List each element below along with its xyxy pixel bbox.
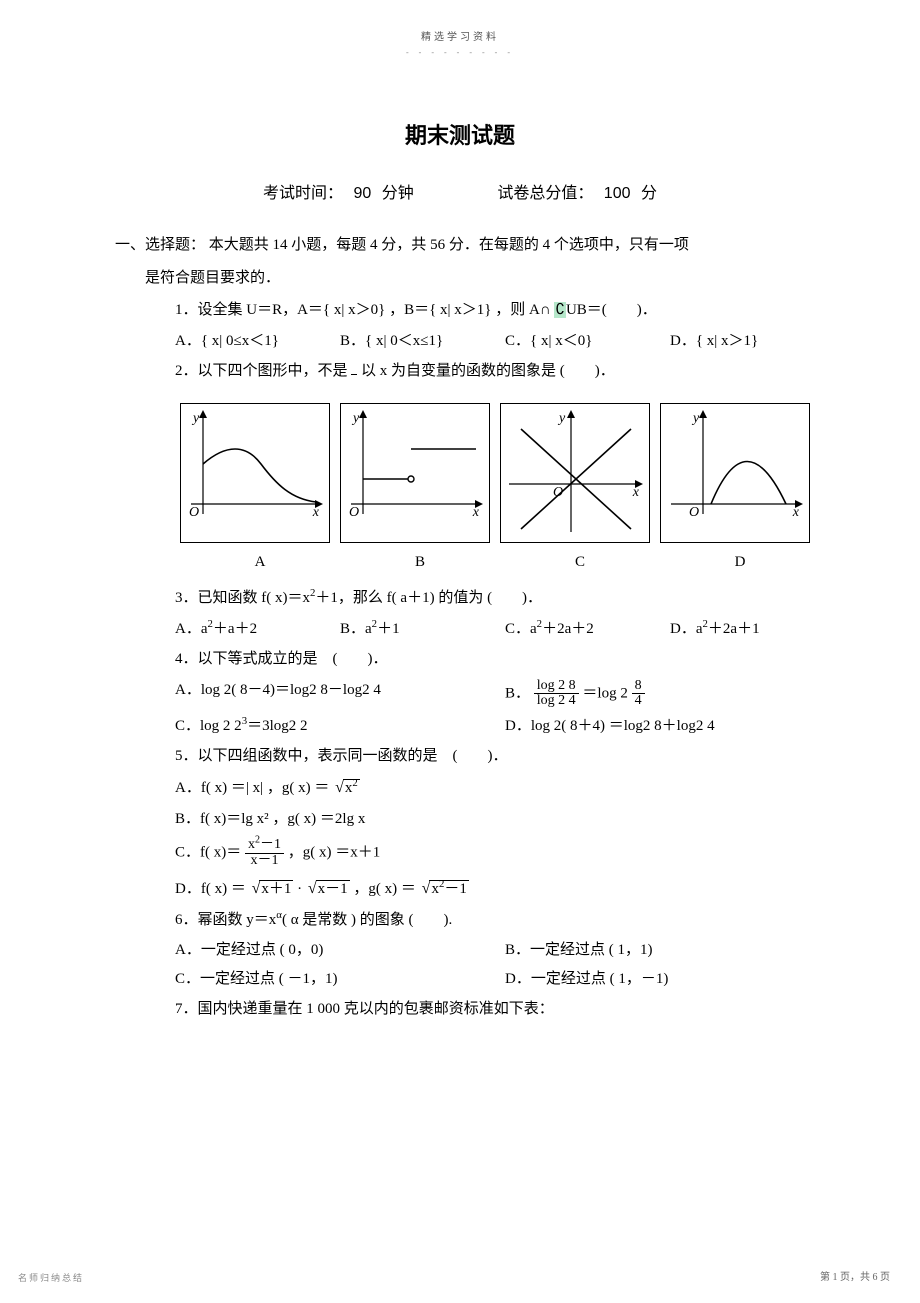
q1-option-a: A．{ x| 0≤x＜1} bbox=[175, 330, 340, 353]
q1-option-c: C．{ x| x＜0} bbox=[505, 330, 670, 353]
label-d: D bbox=[660, 551, 820, 574]
time-label: 考试时间： bbox=[263, 185, 343, 202]
q6-options-2: C．一定经过点 ( －1，1) D．一定经过点 ( 1，－1) bbox=[175, 968, 835, 991]
q2-labels: A B C D bbox=[180, 551, 835, 574]
section-label: 一、选择题： bbox=[115, 237, 205, 253]
q1-options: A．{ x| 0≤x＜1} B．{ x| 0＜x≤1} C．{ x| x＜0} … bbox=[175, 330, 835, 353]
graph-d-svg bbox=[661, 404, 809, 542]
q3-option-d: D．a2＋2a＋1 bbox=[670, 618, 835, 641]
q4-option-b: B． log 2 8log 2 4 ＝log 2 84 bbox=[505, 679, 835, 709]
top-label: 精选学习资料 bbox=[85, 30, 835, 45]
total-value: 100 分 bbox=[604, 185, 657, 202]
q6-options-1: A．一定经过点 ( 0，0) B．一定经过点 ( 1，1) bbox=[175, 939, 835, 962]
question-6: 6．幂函数 y＝xα( α 是常数 ) 的图象 ( ). bbox=[175, 909, 835, 932]
q2-graphs: y O x y O x bbox=[180, 403, 835, 543]
q5-option-d: D．f( x) ＝ √x＋1 · √x－1 ，g( x) ＝ √x2－1 bbox=[175, 877, 835, 901]
question-2: 2．以下四个图形中，不是 以 x 为自变量的函数的图象是 ( )． bbox=[175, 360, 835, 383]
q6-option-c: C．一定经过点 ( －1，1) bbox=[175, 968, 505, 991]
q3-options: A．a2＋a＋2 B．a2＋1 C．a2＋2a＋2 D．a2＋2a＋1 bbox=[175, 618, 835, 641]
q5-option-b: B．f( x)＝lg x² ，g( x) ＝2lg x bbox=[175, 808, 835, 831]
complement-symbol: ∁ bbox=[554, 302, 566, 318]
question-5: 5．以下四组函数中，表示同一函数的是 ( )． bbox=[175, 745, 835, 768]
graph-b: y O x bbox=[340, 403, 490, 543]
label-c: C bbox=[500, 551, 660, 574]
top-dots: - - - - - - - - - bbox=[85, 47, 835, 59]
question-3: 3．已知函数 f( x)＝x2＋1，那么 f( a＋1) 的值为 ( )． bbox=[175, 587, 835, 610]
q6-option-b: B．一定经过点 ( 1，1) bbox=[505, 939, 835, 962]
q4-option-a: A．log 2( 8－4)＝log2 8－log2 4 bbox=[175, 679, 505, 709]
question-4: 4．以下等式成立的是 ( )． bbox=[175, 648, 835, 671]
question-1: 1．设全集 U＝R，A＝{ x| x＞0} ，B＝{ x| x＞1} ，则 A∩… bbox=[175, 299, 835, 322]
q5-option-a: A．f( x) ＝| x| ，g( x) ＝ √x2 bbox=[175, 776, 835, 800]
footer-left: 名师归纳总结 bbox=[18, 1272, 84, 1286]
page-title: 期末测试题 bbox=[85, 119, 835, 152]
q4-option-c: C．log 2 23＝3log2 2 bbox=[175, 715, 505, 738]
graph-c-svg bbox=[501, 404, 649, 542]
q6-option-d: D．一定经过点 ( 1，－1) bbox=[505, 968, 835, 991]
label-a: A bbox=[180, 551, 340, 574]
total-label: 试卷总分值： bbox=[497, 185, 593, 202]
graph-a-svg bbox=[181, 404, 329, 542]
q4-option-d: D．log 2( 8＋4) ＝log2 8＋log2 4 bbox=[505, 715, 835, 738]
q5-option-c: C．f( x)＝ x2－1x－1 ，g( x) ＝x＋1 bbox=[175, 838, 835, 868]
q1-option-d: D．{ x| x＞1} bbox=[670, 330, 835, 353]
q1-option-b: B．{ x| 0＜x≤1} bbox=[340, 330, 505, 353]
q3-option-c: C．a2＋2a＋2 bbox=[505, 618, 670, 641]
q4-options-2: C．log 2 23＝3log2 2 D．log 2( 8＋4) ＝log2 8… bbox=[175, 715, 835, 738]
time-value: 90 分钟 bbox=[354, 185, 414, 202]
exam-info: 考试时间： 90 分钟 试卷总分值： 100 分 bbox=[85, 182, 835, 206]
section-instructions: 一、选择题： 本大题共 14 小题，每题 4 分，共 56 分．在每题的 4 个… bbox=[85, 234, 835, 257]
q3-option-a: A．a2＋a＋2 bbox=[175, 618, 340, 641]
graph-d: y O x bbox=[660, 403, 810, 543]
section-instructions-2: 是符合题目要求的． bbox=[145, 267, 835, 290]
q4-options-1: A．log 2( 8－4)＝log2 8－log2 4 B． log 2 8lo… bbox=[175, 679, 835, 709]
q3-option-b: B．a2＋1 bbox=[340, 618, 505, 641]
graph-b-svg bbox=[341, 404, 489, 542]
graph-a: y O x bbox=[180, 403, 330, 543]
question-7: 7．国内快递重量在 1 000 克以内的包裹邮资标准如下表： bbox=[175, 998, 835, 1021]
label-b: B bbox=[340, 551, 500, 574]
q6-option-a: A．一定经过点 ( 0，0) bbox=[175, 939, 505, 962]
graph-c: y O x bbox=[500, 403, 650, 543]
footer-right: 第 1 页，共 6 页 bbox=[820, 1270, 890, 1285]
